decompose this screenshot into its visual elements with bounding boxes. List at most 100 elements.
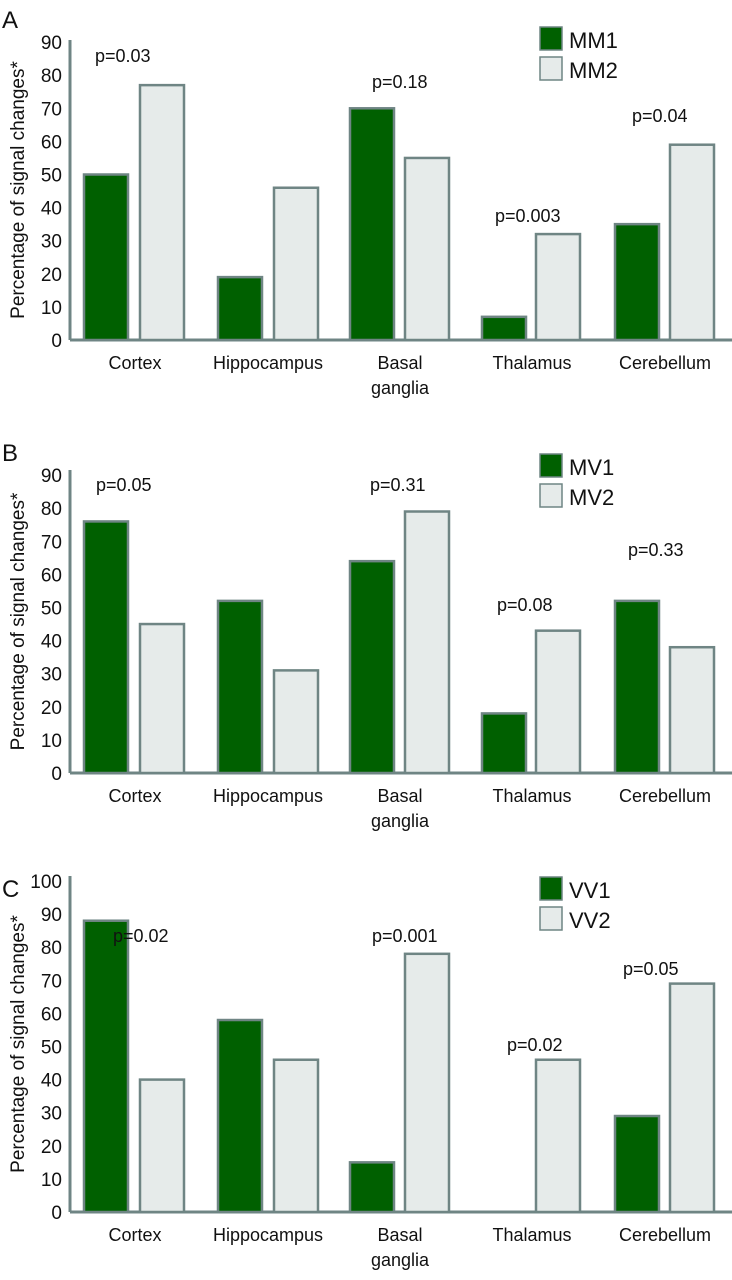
y-tick-label: 30 [41, 232, 62, 253]
bar-mm2-thalamus [534, 232, 582, 342]
bar-mv1-cerebellum [613, 599, 661, 775]
y-tick-label: 40 [41, 632, 62, 653]
x-tick-label: Basal ganglia [371, 786, 430, 831]
y-tick-label: 40 [41, 1071, 62, 1092]
y-tick-label: 10 [41, 1170, 62, 1191]
x-tick-label: Cortex [108, 786, 161, 806]
y-tick-label: 30 [41, 1104, 62, 1125]
bar-vv2-thalamus [534, 1058, 582, 1214]
panel-label: A [2, 7, 18, 34]
bar-mv1-cortex [82, 520, 130, 775]
bar-mv1-thalamus [480, 712, 528, 775]
p-value-annotation: p=0.08 [497, 595, 553, 615]
y-tick-label: 0 [51, 764, 62, 785]
p-value-annotation: p=0.05 [96, 475, 152, 495]
y-tick-label: 20 [41, 698, 62, 719]
panel-label: C [2, 876, 19, 903]
x-tick-label: Hippocampus [213, 1225, 323, 1245]
bar-mv1-basal-ganglia [348, 559, 396, 775]
y-tick-label: 60 [41, 1004, 62, 1025]
y-tick-label: 90 [41, 466, 62, 487]
y-tick-label: 10 [41, 298, 62, 319]
bar-mm1-cortex [82, 173, 130, 342]
y-tick-label: 0 [51, 331, 62, 352]
x-tick-label: Cerebellum [619, 786, 711, 806]
x-tick-label: Cerebellum [619, 1225, 711, 1245]
x-tick-label: Thalamus [492, 786, 571, 806]
y-axis-label: Percentage of signal changes* [8, 492, 29, 750]
x-tick-label: Hippocampus [213, 786, 323, 806]
bar-vv1-cortex [82, 919, 130, 1214]
p-value-annotation: p=0.02 [507, 1035, 563, 1055]
bar-mm2-basal-ganglia [403, 156, 451, 342]
legend-label: MM1 [569, 28, 618, 53]
y-tick-label: 0 [51, 1203, 62, 1224]
y-tick-label: 80 [41, 499, 62, 520]
bar-mm1-basal-ganglia [348, 107, 396, 342]
bar-mv2-thalamus [534, 629, 582, 775]
y-tick-label: 20 [41, 1137, 62, 1158]
p-value-annotation: p=0.003 [495, 206, 561, 226]
y-tick-label: 60 [41, 132, 62, 153]
p-value-annotation: p=0.02 [113, 926, 169, 946]
x-tick-label: Cortex [108, 353, 161, 373]
y-axis-label: Percentage of signal changes* [8, 61, 29, 319]
y-tick-label: 30 [41, 665, 62, 686]
legend-label: MM2 [569, 58, 618, 83]
bar-mv1-hippocampus [216, 599, 264, 775]
bar-vv2-cerebellum [668, 982, 716, 1214]
bar-vv2-cortex [138, 1078, 186, 1214]
y-tick-label: 40 [41, 199, 62, 220]
panel-label: B [2, 440, 18, 467]
bar-mm1-thalamus [480, 315, 528, 342]
x-tick-label: Cortex [108, 1225, 161, 1245]
bar-vv2-hippocampus [272, 1058, 320, 1214]
y-tick-label: 20 [41, 265, 62, 286]
y-tick-label: 70 [41, 532, 62, 553]
p-value-annotation: p=0.03 [95, 46, 151, 66]
bar-mv2-cortex [138, 622, 186, 775]
p-value-annotation: p=0.18 [372, 72, 428, 92]
y-tick-label: 50 [41, 1038, 62, 1059]
y-tick-label: 80 [41, 66, 62, 87]
legend-swatch-mv1 [539, 453, 563, 478]
legend-swatch-mv2 [539, 483, 563, 508]
panel-B: B Percentage of signal changes* 0 10 20 30 40 5… [2, 440, 732, 831]
y-tick-label: 10 [41, 731, 62, 752]
y-tick-label: 80 [41, 938, 62, 959]
p-value-annotation: p=0.001 [372, 926, 438, 946]
bar-vv1-hippocampus [216, 1018, 264, 1214]
bar-mv2-hippocampus [272, 669, 320, 775]
y-tick-label: 50 [41, 599, 62, 620]
bar-mm2-hippocampus [272, 186, 320, 342]
bar-mm1-hippocampus [216, 275, 264, 342]
p-value-annotation: p=0.31 [370, 475, 426, 495]
bar-mv2-basal-ganglia [403, 510, 451, 775]
y-tick-label: 90 [41, 905, 62, 926]
y-tick-label: 100 [30, 872, 62, 893]
legend-swatch-mm1 [539, 26, 563, 51]
bar-vv2-basal-ganglia [403, 952, 451, 1214]
p-value-annotation: p=0.04 [632, 106, 688, 126]
y-tick-label: 90 [41, 33, 62, 54]
bar-vv1-cerebellum [613, 1114, 661, 1214]
panel-A: A Percentage of signal changes* 0 10 20 30 40 5… [2, 7, 732, 398]
legend-swatch-vv1 [539, 876, 563, 901]
legend-label: MV2 [569, 485, 614, 510]
x-tick-label: Thalamus [492, 353, 571, 373]
legend-label: MV1 [569, 455, 614, 480]
legend-swatch-mm2 [539, 56, 563, 81]
legend-label: VV2 [569, 908, 611, 933]
y-tick-label: 50 [41, 166, 62, 187]
legend-swatch-vv2 [539, 906, 563, 931]
bar-mv2-cerebellum [668, 645, 716, 775]
bar-mm1-cerebellum [613, 222, 661, 342]
x-tick-label: Cerebellum [619, 353, 711, 373]
y-tick-label: 70 [41, 971, 62, 992]
x-tick-label: Hippocampus [213, 353, 323, 373]
p-value-annotation: p=0.05 [623, 959, 679, 979]
x-tick-label: Basal ganglia [371, 1225, 430, 1270]
bar-mm2-cerebellum [668, 143, 716, 342]
y-tick-label: 60 [41, 565, 62, 586]
